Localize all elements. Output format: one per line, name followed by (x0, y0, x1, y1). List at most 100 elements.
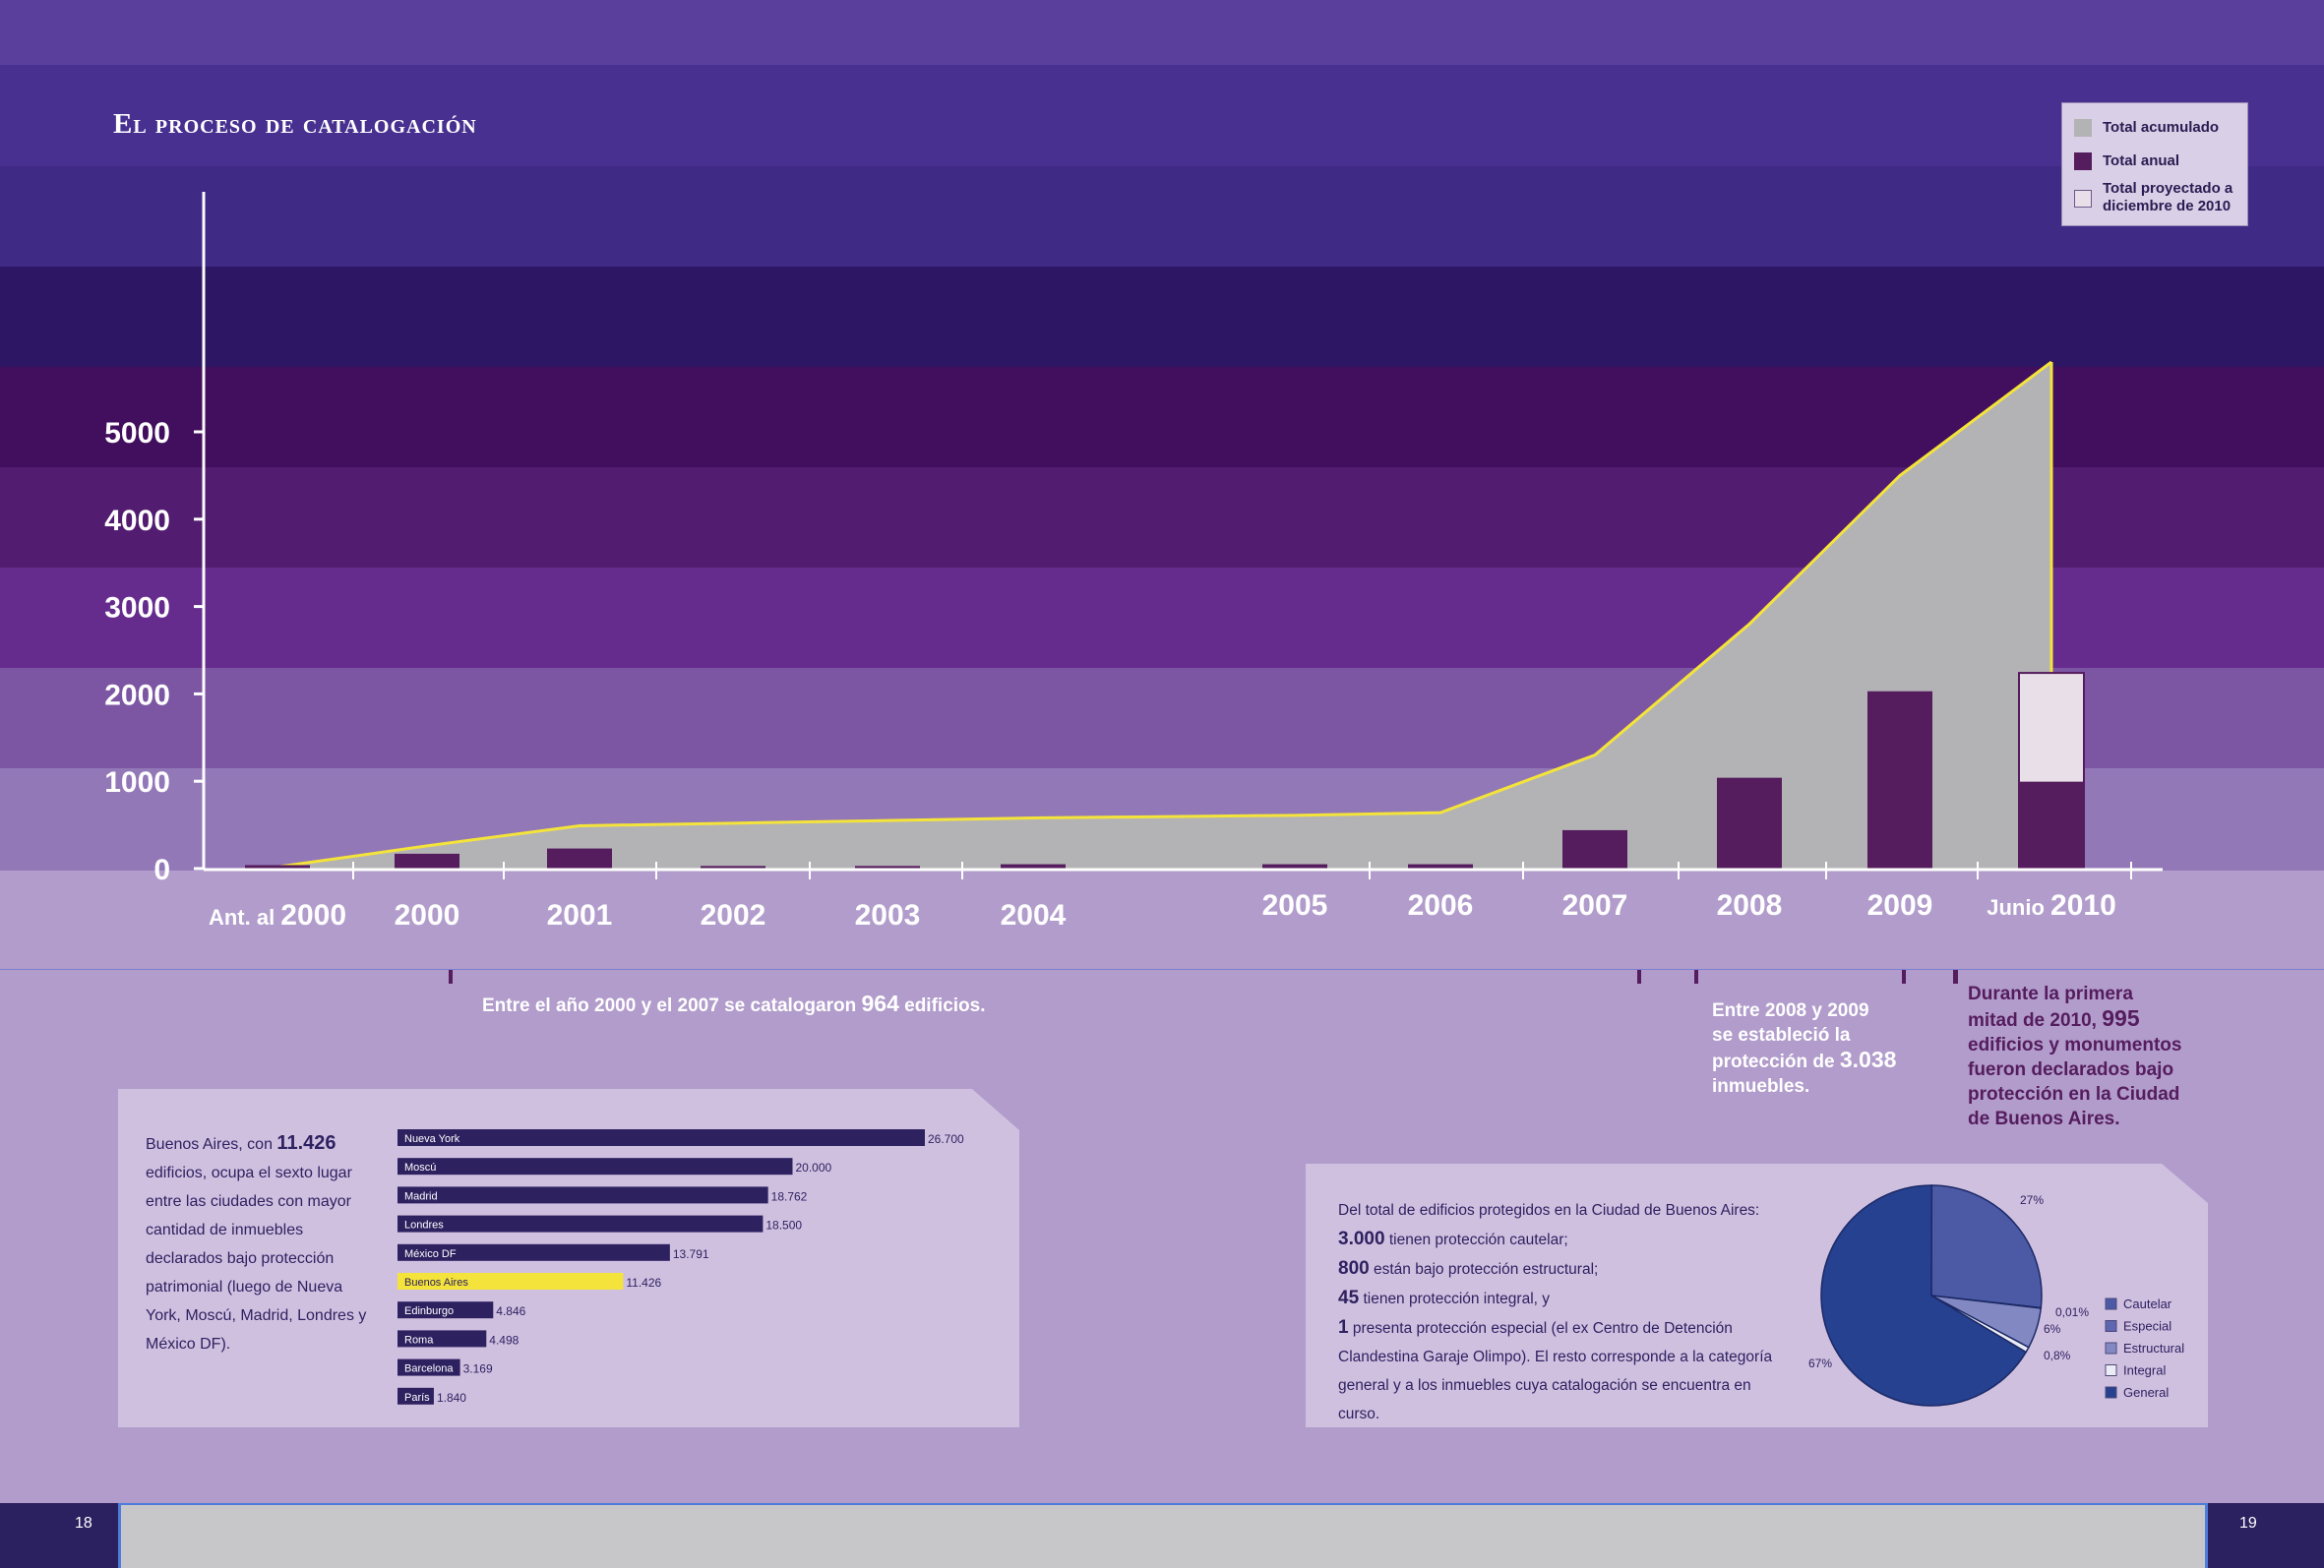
x-tick-label: 2009 (1867, 889, 1933, 922)
pie-legend-swatch (2105, 1320, 2117, 1332)
x-tick-label: Junio 2010 (1987, 889, 2116, 922)
x-tick-label: 2002 (701, 899, 766, 932)
protection-structural-count: 800 (1338, 1258, 1370, 1279)
bracket-2008-2009 (1694, 970, 1906, 984)
page-number-right: 19 (2239, 1515, 2257, 1532)
background-band (0, 166, 2324, 267)
y-tick-label: 0 (153, 854, 170, 886)
city-label: París (404, 1392, 430, 1404)
city-label: Edinburgo (404, 1305, 454, 1317)
legend-item-annual: Total anual (2074, 152, 2179, 170)
footer-right (2208, 1503, 2324, 1568)
annual-bar (2019, 781, 2084, 869)
protection-integral-count: 45 (1338, 1288, 1360, 1308)
background-band (0, 0, 2324, 65)
pie-legend-label: Cautelar (2123, 1297, 2172, 1311)
protection-special-count: 1 (1338, 1317, 1349, 1338)
protection-text: Del total de edificios protegidos en la … (1338, 1196, 1791, 1428)
pie-slice (1930, 1184, 2043, 1309)
legend-label-cumulative: Total acumulado (2103, 119, 2220, 136)
note-2000-2007: Entre el año 2000 y el 2007 se catalogar… (482, 992, 986, 1018)
city-bar (398, 1243, 670, 1261)
note-2008-2009-line1: Entre 2008 y 2009 (1712, 1000, 1869, 1021)
note-2008-2009-line4: inmuebles. (1712, 1076, 1810, 1097)
annual-bar (1408, 864, 1473, 869)
protection-integral-text: tienen protección integral, y (1359, 1291, 1551, 1307)
protection-cautelar-text: tienen protección cautelar; (1384, 1232, 1568, 1248)
protection-pie-chart: 27% 0,01% 6% 0,8% 67% Cautelar Especial Estruct… (1808, 1184, 2184, 1407)
legend-label-annual: Total anual (2103, 152, 2180, 169)
y-tick-label: 3000 (104, 592, 170, 625)
y-tick-label: 5000 (104, 417, 170, 450)
x-tick-label: 2005 (1262, 889, 1328, 922)
background-band (0, 267, 2324, 367)
city-label: Barcelona (404, 1363, 454, 1375)
x-tick-label: 2007 (1562, 889, 1628, 922)
pie-legend-swatch (2105, 1364, 2117, 1376)
city-value: 4.846 (496, 1304, 525, 1318)
annual-bar (1717, 777, 1782, 869)
city-bar (398, 1301, 494, 1319)
annual-bar (1562, 829, 1627, 869)
ranking-text-pre: Buenos Aires, con (146, 1136, 277, 1153)
legend-item-projected: Total proyectado a diciembre de 2010 (2074, 180, 2241, 215)
annual-bar (1867, 691, 1932, 869)
note-2010-line1: Durante la primera (1968, 984, 2133, 1004)
note-2000-2007-count: 964 (861, 991, 899, 1016)
y-tick-label: 1000 (104, 766, 170, 799)
note-2008-2009: Entre 2008 y 2009 se estableció la prote… (1712, 998, 1909, 1099)
note-2010-count: 995 (2102, 1005, 2140, 1031)
city-bar (398, 1215, 764, 1233)
city-bar (398, 1186, 768, 1204)
city-label: Madrid (404, 1190, 438, 1202)
city-value: 4.498 (489, 1333, 519, 1347)
note-2010-line3: edificios y monumentos (1968, 1035, 2182, 1055)
pie-slice (1820, 1184, 2028, 1407)
annual-bar (701, 866, 765, 869)
city-bar (398, 1330, 487, 1348)
note-2010-line5: protección en la Ciudad (1968, 1084, 2180, 1105)
pie-pct-label: 6% (2044, 1322, 2061, 1336)
protection-structural-text: están bajo protección estructural; (1369, 1261, 1599, 1278)
pie-legend-swatch (2105, 1342, 2117, 1355)
footer-left (0, 1503, 118, 1568)
annual-bar (1262, 864, 1327, 869)
x-tick-label: 2008 (1717, 889, 1783, 922)
legend-swatch-cumulative (2074, 119, 2092, 137)
note-2010-line4: fueron declarados bajo (1968, 1059, 2174, 1080)
legend-swatch-annual (2074, 152, 2092, 170)
ranking-text-post: edificios, ocupa el sexto lugar entre la… (146, 1165, 367, 1353)
protection-intro: Del total de edificios protegidos en la … (1338, 1202, 1760, 1219)
x-tick-label: 2000 (395, 899, 460, 932)
page-number-left: 18 (75, 1515, 92, 1532)
y-tick-label: 2000 (104, 679, 170, 711)
note-2008-2009-count: 3.038 (1839, 1047, 1897, 1072)
protection-cautelar-count: 3.000 (1338, 1229, 1385, 1249)
x-tick-label: 2001 (547, 899, 613, 932)
annual-bar (1001, 864, 1066, 869)
pie-pct-label: 0,8% (2044, 1349, 2071, 1362)
y-tick-label: 4000 (104, 505, 170, 537)
cumulative-area (277, 361, 2051, 870)
city-label: Buenos Aires (404, 1277, 468, 1289)
x-tick-label: Ant. al 2000 (209, 899, 346, 932)
chart-title: El proceso de catalogación (113, 108, 477, 140)
city-bar (398, 1273, 624, 1290)
city-label: Londres (404, 1220, 444, 1232)
city-label: Roma (404, 1334, 434, 1346)
background-band (0, 65, 2324, 166)
city-value: 18.762 (771, 1189, 808, 1203)
city-bar (398, 1158, 793, 1176)
pie-pct-label: 27% (2020, 1193, 2044, 1207)
city-bar (398, 1387, 434, 1405)
pie-legend-label: Estructural (2123, 1341, 2184, 1356)
pie-legend-label: Especial (2123, 1319, 2171, 1334)
city-value: 1.840 (437, 1391, 466, 1405)
legend-swatch-projected (2074, 190, 2092, 208)
note-2000-2007-pre: Entre el año 2000 y el 2007 se catalogar… (482, 995, 862, 1016)
pie-legend-label: Integral (2123, 1363, 2166, 1378)
pie-legend-label: General (2123, 1385, 2169, 1400)
pie-pct-label: 67% (1808, 1357, 1832, 1370)
catalog-process-chart: 0 1000 2000 3000 4000 5000 Ant. al 2000 2000 200… (104, 192, 2163, 984)
x-tick-label: 2006 (1408, 889, 1474, 922)
